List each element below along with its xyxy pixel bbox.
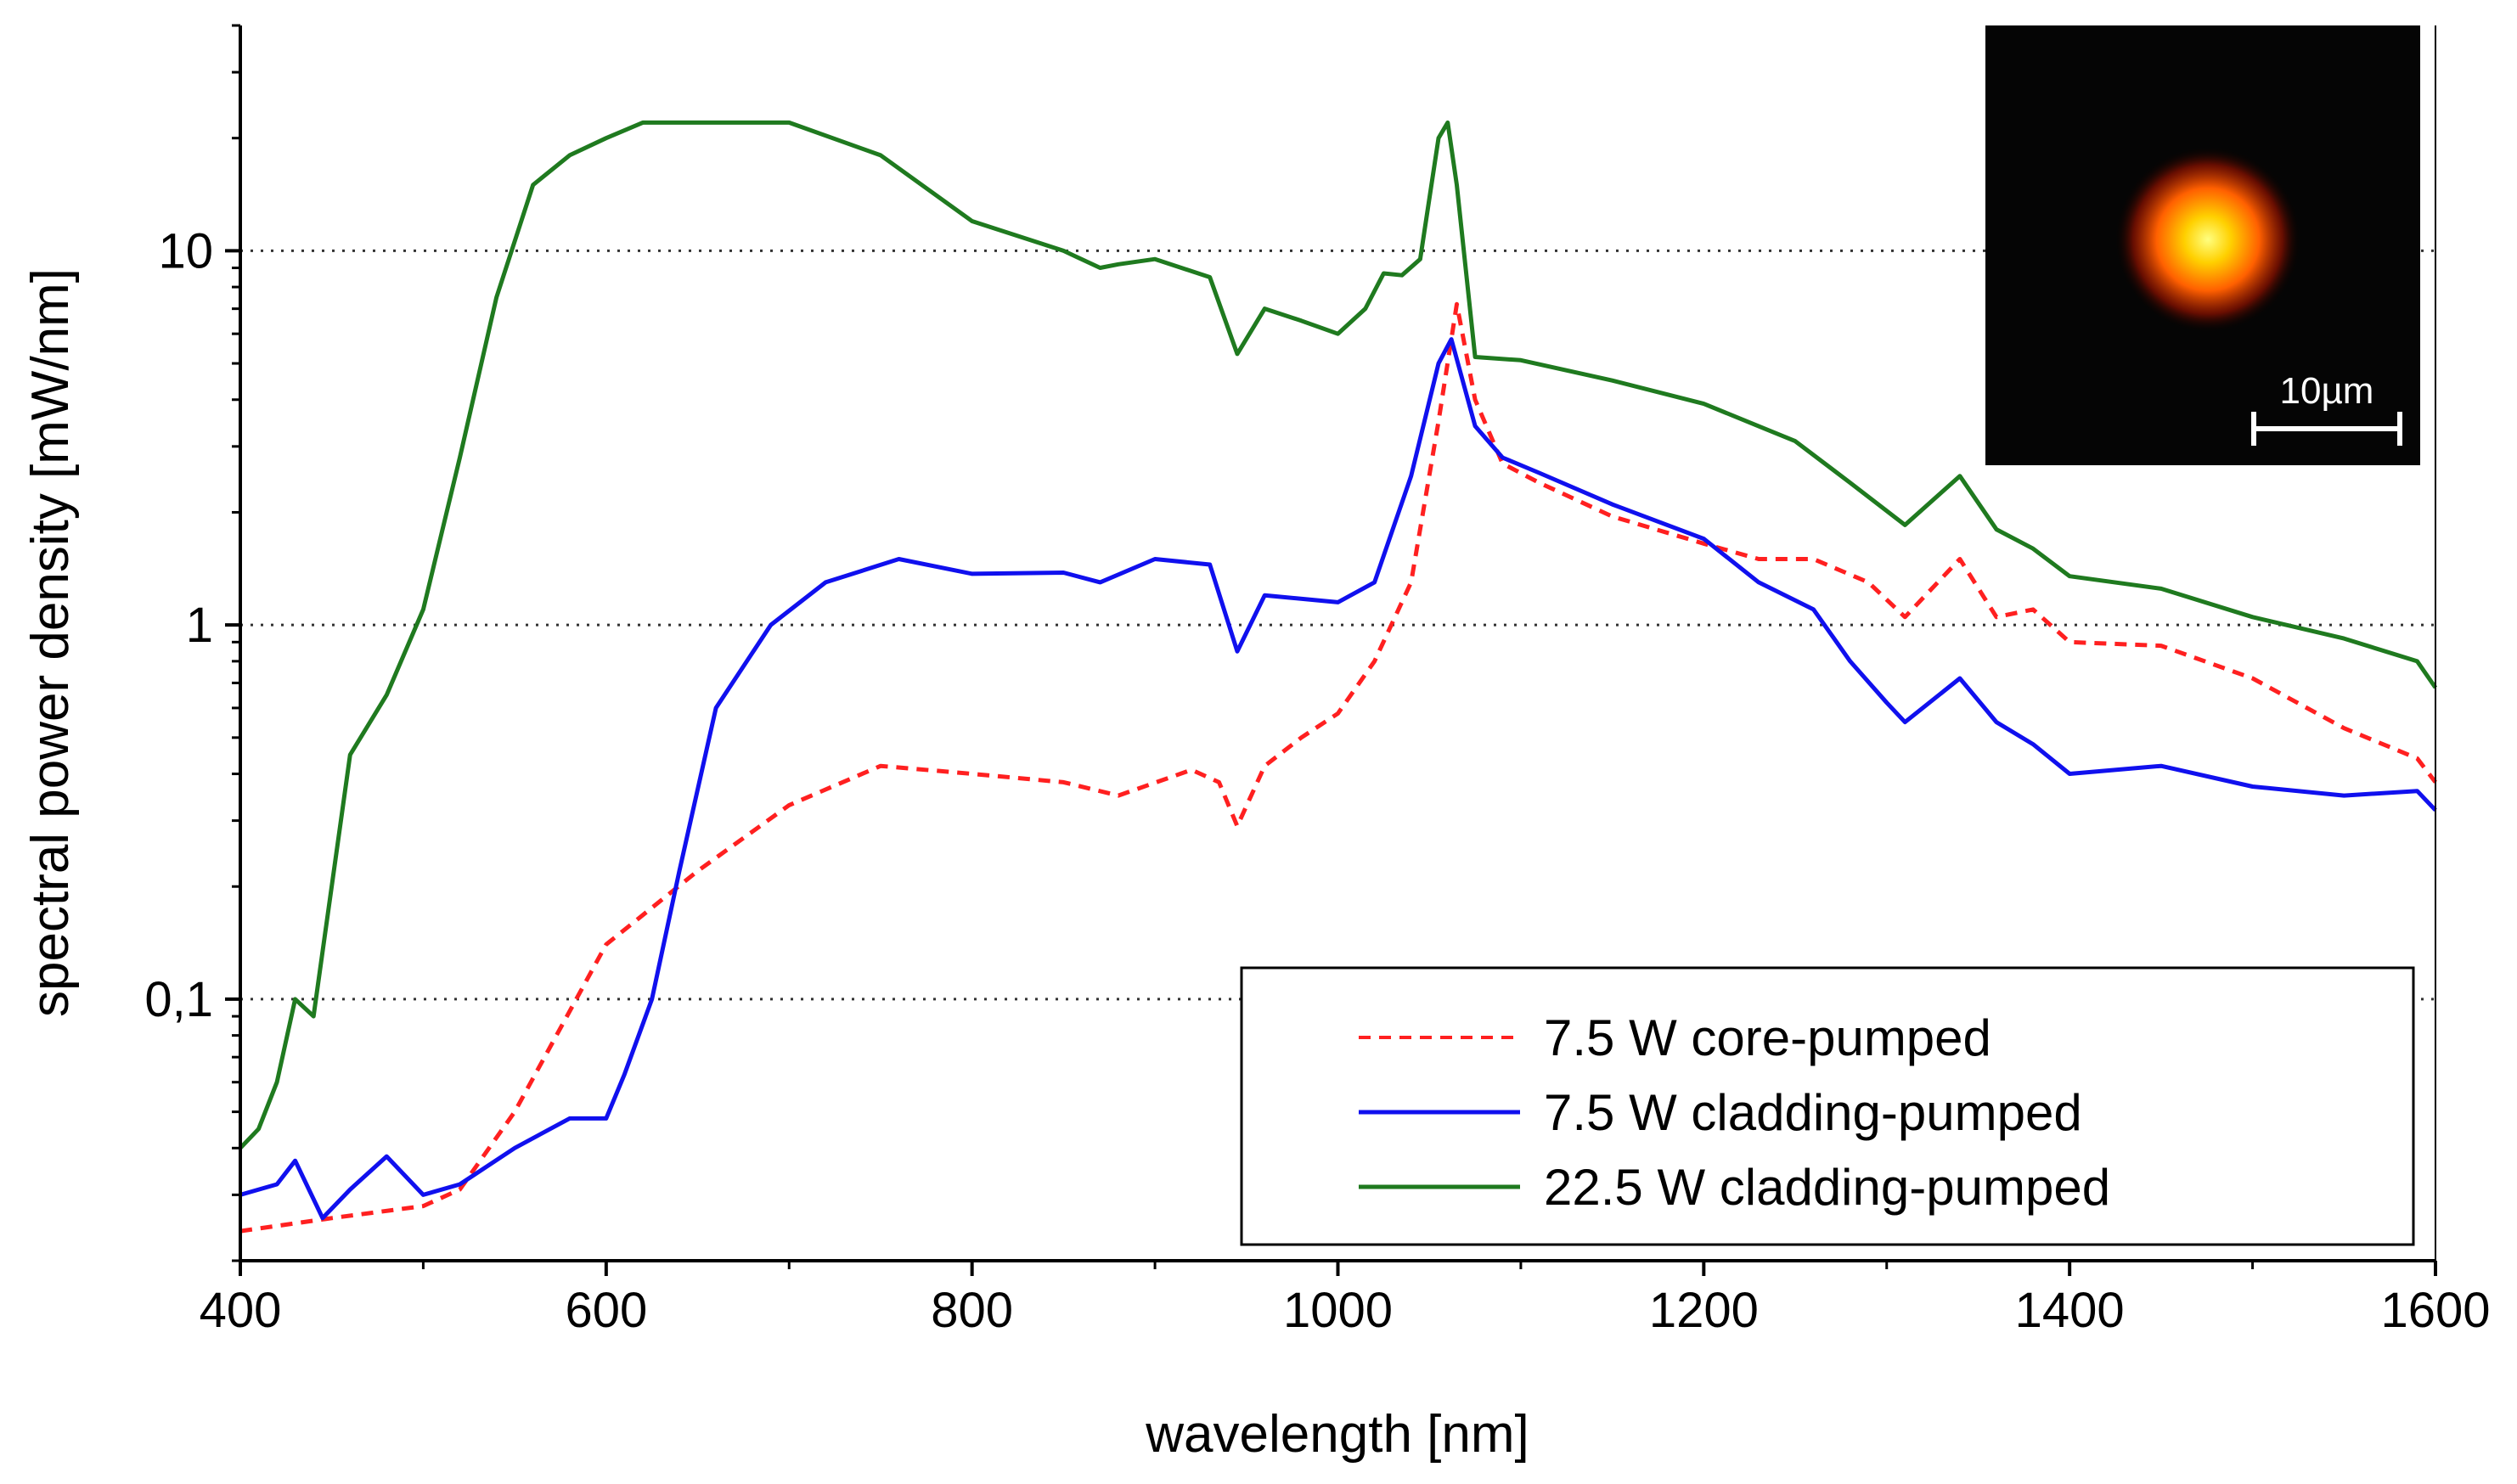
y-tick-label-10: 10	[158, 223, 213, 278]
legend-box	[1240, 966, 2415, 1246]
x-tick-label-600: 600	[565, 1283, 647, 1338]
legend: 7.5 W core-pumped 7.5 W cladding-pumped …	[1240, 966, 2415, 1246]
beam-spot	[2114, 146, 2301, 333]
x-tick-label-1000: 1000	[1283, 1283, 1393, 1338]
series-line-2	[239, 337, 2437, 1221]
scale-bar-label: 10µm	[2280, 370, 2374, 412]
x-tick-label-1600: 1600	[2380, 1283, 2490, 1338]
y-axis-title: spectral power density [mW/nm]	[21, 268, 80, 1017]
x-axis-title: wavelength [nm]	[1145, 1405, 1529, 1464]
series-line-1	[239, 301, 2437, 1234]
y-tick-label-1: 1	[186, 598, 213, 653]
series-line-3	[239, 120, 2438, 1150]
legend-label-core-pumped: 7.5 W core-pumped	[1544, 1009, 1991, 1066]
legend-label-cladding-pumped-22-5: 22.5 W cladding-pumped	[1544, 1159, 2110, 1216]
series-lines	[239, 120, 2438, 1234]
y-tick-label-0_1: 0,1	[144, 972, 213, 1027]
x-tick-label-1200: 1200	[1649, 1283, 1759, 1338]
scale-bar	[2251, 412, 2402, 446]
x-tick-label-400: 400	[200, 1283, 282, 1338]
x-tick-label-1400: 1400	[2015, 1283, 2125, 1338]
x-ticks: 400 600 800 1000 1200 1400 1600	[200, 1261, 2491, 1338]
legend-label-cladding-pumped-7-5: 7.5 W cladding-pumped	[1544, 1084, 2082, 1141]
x-tick-label-800: 800	[931, 1283, 1013, 1338]
inset-beam-image: 10µm	[1985, 25, 2420, 465]
y-ticks: 0,1 1 10	[144, 24, 240, 1262]
